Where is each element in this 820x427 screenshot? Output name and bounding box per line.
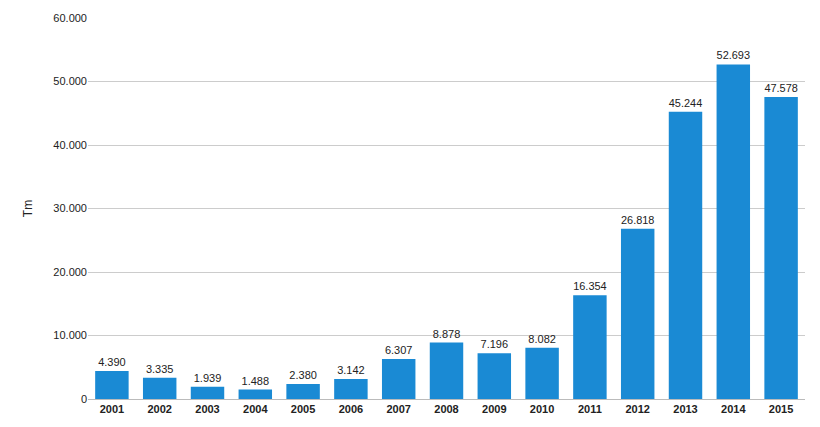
svg-text:2006: 2006 [339, 403, 363, 415]
svg-text:8.878: 8.878 [433, 328, 461, 340]
svg-text:2009: 2009 [482, 403, 506, 415]
svg-text:Tm: Tm [21, 200, 35, 217]
svg-text:3.142: 3.142 [337, 364, 365, 376]
svg-text:2008: 2008 [434, 403, 458, 415]
svg-text:2004: 2004 [243, 403, 268, 415]
svg-text:6.307: 6.307 [385, 344, 413, 356]
svg-text:2012: 2012 [625, 403, 649, 415]
svg-text:16.354: 16.354 [573, 280, 606, 292]
svg-text:1.939: 1.939 [194, 372, 222, 384]
svg-text:60.000: 60.000 [53, 12, 87, 24]
svg-text:45.244: 45.244 [669, 97, 702, 109]
svg-text:20.000: 20.000 [53, 266, 87, 278]
svg-text:2005: 2005 [291, 403, 315, 415]
svg-text:2007: 2007 [386, 403, 410, 415]
svg-text:47.578: 47.578 [764, 82, 797, 94]
svg-text:2001: 2001 [100, 403, 124, 415]
svg-text:0: 0 [81, 393, 87, 405]
svg-text:2011: 2011 [578, 403, 602, 415]
svg-text:26.818: 26.818 [621, 214, 654, 226]
svg-text:2002: 2002 [147, 403, 171, 415]
svg-text:30.000: 30.000 [53, 202, 87, 214]
svg-text:10.000: 10.000 [53, 329, 87, 341]
svg-text:3.335: 3.335 [146, 363, 174, 375]
svg-text:7.196: 7.196 [481, 338, 509, 350]
svg-text:2.380: 2.380 [289, 369, 317, 381]
svg-text:52.693: 52.693 [717, 49, 750, 61]
svg-text:2015: 2015 [769, 403, 793, 415]
svg-text:1.488: 1.488 [242, 375, 270, 387]
svg-text:4.390: 4.390 [98, 356, 126, 368]
svg-text:2010: 2010 [530, 403, 554, 415]
svg-text:2003: 2003 [195, 403, 219, 415]
svg-text:40.000: 40.000 [53, 139, 87, 151]
svg-text:8.082: 8.082 [528, 333, 556, 345]
svg-text:2013: 2013 [673, 403, 697, 415]
svg-text:2014: 2014 [721, 403, 746, 415]
svg-text:50.000: 50.000 [53, 75, 87, 87]
